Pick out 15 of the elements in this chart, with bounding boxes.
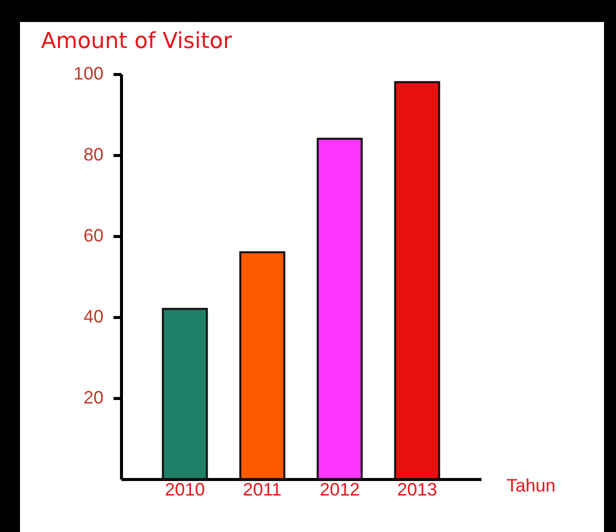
y-tick-label: 40	[83, 306, 104, 326]
bar	[162, 308, 208, 480]
x-tick-label: 2011	[242, 480, 282, 500]
chart-title: Amount of Visitor	[40, 29, 233, 54]
bar	[316, 138, 363, 480]
y-tick-label: 20	[83, 388, 104, 408]
y-tick-label: 80	[83, 144, 104, 164]
x-tick-label: 2012	[320, 480, 360, 500]
x-axis-title: Tahun	[506, 476, 556, 496]
x-tick-label: 2010	[164, 480, 205, 500]
y-tick-label: 100	[73, 64, 104, 84]
y-tick-label: 60	[83, 226, 104, 246]
bar	[394, 81, 440, 480]
bar	[239, 251, 286, 480]
x-tick-label: 2013	[397, 480, 438, 500]
